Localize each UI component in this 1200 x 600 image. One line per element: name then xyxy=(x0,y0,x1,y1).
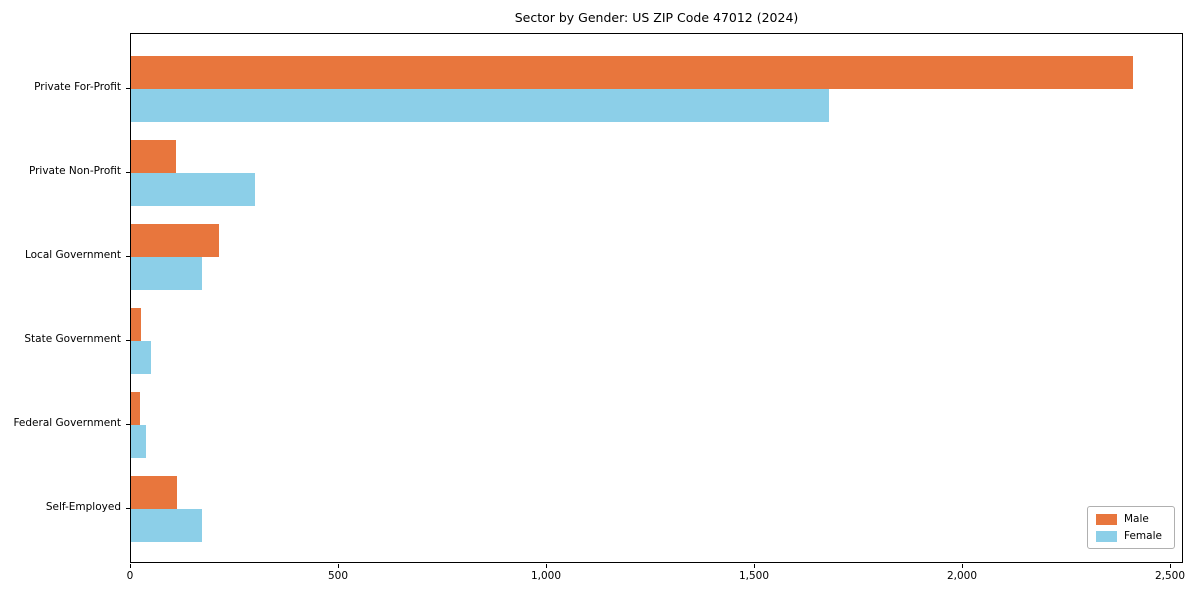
bar-male-local-government xyxy=(131,224,219,257)
plot-area xyxy=(130,33,1183,563)
x-tick-label-2000: 2,000 xyxy=(946,570,978,582)
y-tick-label-local-government: Local Government xyxy=(24,249,121,261)
x-tick-mark xyxy=(962,564,963,568)
y-tick-mark xyxy=(126,340,130,341)
y-tick-mark xyxy=(126,88,130,89)
bar-female-private-non-profit xyxy=(131,173,255,206)
x-tick-label-2500: 2,500 xyxy=(1154,570,1186,582)
y-tick-label-self-employed: Self-Employed xyxy=(45,501,121,513)
chart-title: Sector by Gender: US ZIP Code 47012 (202… xyxy=(514,10,799,25)
legend-item-male: Male xyxy=(1096,513,1166,525)
bar-male-private-non-profit xyxy=(131,140,176,173)
y-tick-label-state-government: State Government xyxy=(24,333,121,345)
male-swatch xyxy=(1096,513,1117,525)
legend-item-female: Female xyxy=(1096,530,1166,542)
bar-female-state-government xyxy=(131,341,151,374)
bar-female-self-employed xyxy=(131,509,202,542)
x-tick-mark xyxy=(338,564,339,568)
x-tick-label-0: 0 xyxy=(126,570,134,582)
bar-female-private-for-profit xyxy=(131,89,829,122)
bar-male-private-for-profit xyxy=(131,56,1133,89)
y-tick-mark xyxy=(126,256,130,257)
bar-female-federal-government xyxy=(131,425,146,458)
x-tick-mark xyxy=(130,564,131,568)
bar-male-state-government xyxy=(131,308,141,341)
female-swatch xyxy=(1096,530,1117,542)
y-tick-mark xyxy=(126,508,130,509)
x-tick-label-1000: 1,000 xyxy=(530,570,562,582)
x-tick-mark xyxy=(546,564,547,568)
y-tick-label-private-non-profit: Private Non-Profit xyxy=(28,165,121,177)
legend: Male Female xyxy=(1087,506,1175,549)
legend-label-female: Female xyxy=(1124,530,1162,542)
bar-male-self-employed xyxy=(131,476,177,509)
bar-male-federal-government xyxy=(131,392,140,425)
y-tick-label-private-for-profit: Private For-Profit xyxy=(34,81,121,93)
y-tick-label-federal-government: Federal Government xyxy=(13,417,121,429)
y-tick-mark xyxy=(126,172,130,173)
x-tick-label-500: 500 xyxy=(327,570,349,582)
y-tick-mark xyxy=(126,424,130,425)
x-tick-mark xyxy=(1170,564,1171,568)
x-tick-mark xyxy=(754,564,755,568)
bar-female-local-government xyxy=(131,257,202,290)
legend-label-male: Male xyxy=(1124,513,1149,525)
x-tick-label-1500: 1,500 xyxy=(738,570,770,582)
